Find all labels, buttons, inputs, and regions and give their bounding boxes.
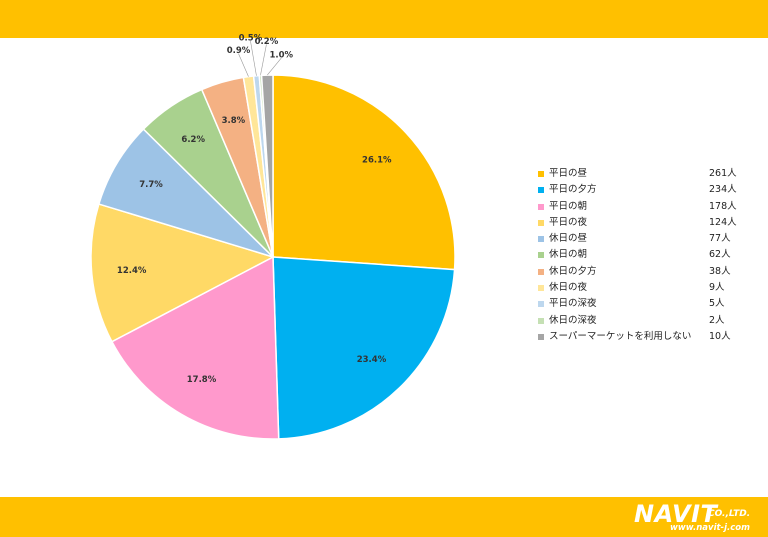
legend-swatch bbox=[538, 171, 544, 177]
legend-count: 9人 bbox=[709, 282, 725, 294]
legend-label: 平日の朝 bbox=[549, 200, 588, 212]
logo-wordmark: NAVIT bbox=[634, 500, 718, 528]
legend-swatch bbox=[538, 187, 544, 194]
leader-line-9 bbox=[250, 40, 257, 76]
slice-label-10: 0.2% bbox=[255, 37, 279, 47]
pie-slice-2 bbox=[272, 256, 456, 440]
slice-label-2: 23.4% bbox=[357, 355, 387, 365]
legend-label: 平日の夜 bbox=[549, 216, 588, 228]
legend-count: 62人 bbox=[709, 249, 731, 261]
legend-label: 平日の深夜 bbox=[549, 298, 597, 310]
slice-label-1: 26.1% bbox=[362, 156, 392, 166]
legend-item: 平日の夜 124人 bbox=[538, 215, 738, 231]
legend-label: 平日の昼 bbox=[549, 168, 588, 179]
slice-label-11: 1.0% bbox=[269, 51, 293, 61]
legend-count: 234人 bbox=[709, 184, 737, 196]
pie-slice-11 bbox=[260, 74, 274, 258]
legend-swatch bbox=[538, 219, 544, 226]
legend-count: 5人 bbox=[709, 298, 725, 310]
legend-item: 休日の朝 62人 bbox=[538, 247, 738, 263]
leader-line-8 bbox=[238, 53, 249, 77]
slice-label-5: 7.7% bbox=[139, 180, 163, 190]
legend-swatch bbox=[538, 301, 544, 308]
legend-label: 休日の昼 bbox=[549, 233, 588, 245]
pie-slice-1 bbox=[272, 74, 456, 271]
slice-label-4: 12.4% bbox=[117, 266, 147, 276]
footer-band bbox=[0, 497, 768, 537]
pie-slice-3 bbox=[110, 255, 280, 440]
legend-count: 38人 bbox=[709, 265, 731, 277]
logo-url: www.navit-j.com bbox=[670, 523, 750, 533]
pie-slice-4 bbox=[90, 203, 275, 343]
legend-swatch bbox=[538, 203, 544, 210]
slice-label-3: 17.8% bbox=[187, 375, 217, 385]
legend-swatch bbox=[538, 285, 544, 292]
slice-label-7: 3.8% bbox=[222, 116, 246, 126]
legend-swatch bbox=[538, 252, 544, 259]
legend-count: 77人 bbox=[709, 233, 731, 245]
legend-item: 休日の深夜 2人 bbox=[538, 313, 738, 329]
legend-label: 休日の夕方 bbox=[549, 265, 597, 277]
legend-count: 178人 bbox=[709, 200, 737, 212]
legend-item: 平日の朝 178人 bbox=[538, 199, 738, 215]
legend-count: 124人 bbox=[709, 216, 737, 228]
legend-swatch bbox=[538, 333, 544, 340]
legend-item: 休日の夜 9人 bbox=[538, 280, 738, 296]
legend-swatch bbox=[538, 317, 544, 324]
legend-label: 休日の朝 bbox=[549, 249, 588, 261]
legend-item: 平日の夕方 234人 bbox=[538, 182, 738, 198]
legend-count: 261人 bbox=[709, 168, 737, 179]
slice-label-8: 0.9% bbox=[227, 46, 251, 56]
leader-line-10 bbox=[260, 44, 267, 76]
slice-label-6: 6.2% bbox=[181, 135, 205, 145]
legend-swatch bbox=[538, 236, 544, 243]
header-band bbox=[0, 0, 768, 38]
legend-item: 平日の昼 261人 bbox=[538, 166, 738, 182]
legend-label: 休日の夜 bbox=[549, 282, 588, 294]
leader-line-11 bbox=[267, 57, 282, 76]
legend-label: 平日の夕方 bbox=[549, 184, 597, 196]
legend-count: 10人 bbox=[709, 330, 731, 342]
company-logo: NAVIT CO.,LTD. www.navit-j.com bbox=[630, 499, 760, 535]
legend-item: 平日の深夜 5人 bbox=[538, 296, 738, 312]
legend-label: 休日の深夜 bbox=[549, 314, 597, 326]
logo-suffix: CO.,LTD. bbox=[708, 509, 751, 519]
slice-label-9: 0.5% bbox=[239, 33, 263, 43]
legend-item: スーパーマーケットを利用しない 10人 bbox=[538, 329, 738, 345]
chart-legend: 平日の昼 261人平日の夕方 234人平日の朝 178人平日の夜 124人休日の昼 77人… bbox=[538, 166, 738, 345]
legend-label: スーパーマーケットを利用しない bbox=[549, 330, 692, 342]
legend-item: 休日の夕方 38人 bbox=[538, 264, 738, 280]
legend-count: 2人 bbox=[709, 314, 725, 326]
legend-swatch bbox=[538, 268, 544, 275]
legend-item: 休日の昼 77人 bbox=[538, 231, 738, 247]
